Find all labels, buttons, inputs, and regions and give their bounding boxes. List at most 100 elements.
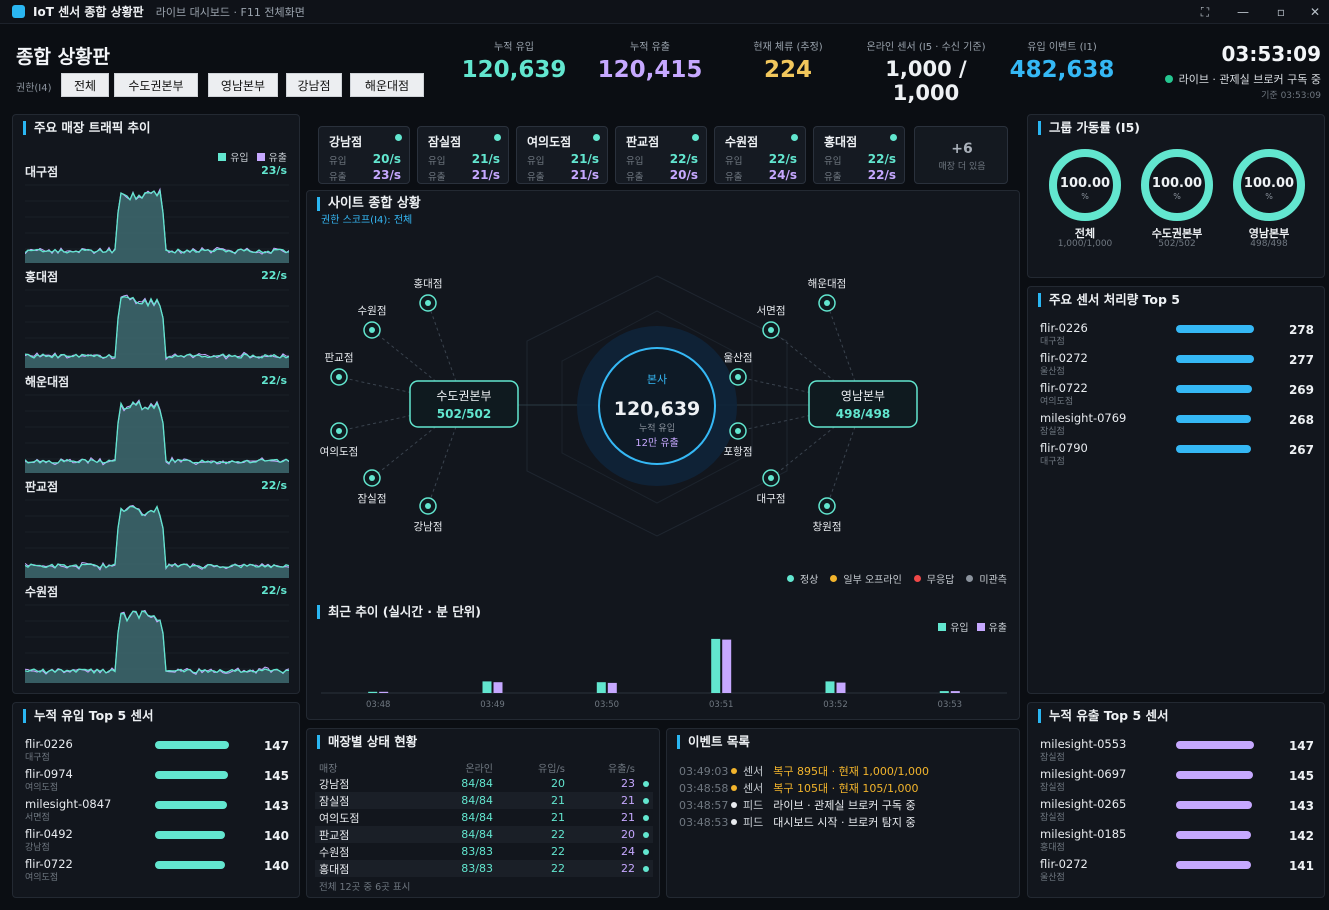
store-node-label: 서면점 [757, 305, 786, 317]
dashboard-header: 종합 상황판 권한(I4) 전체 수도권본부 영남본부 강남점 해운대점 누적 … [0, 24, 1329, 108]
store-card[interactable]: 홍대점 유입 22/s 유출 22/s [813, 126, 905, 184]
gauge-label: 전체 [1074, 227, 1096, 240]
gauge-sub: 502/502 [1158, 239, 1196, 249]
store-node-core [824, 300, 830, 306]
table-row[interactable]: 여의도점 84/84 21 21 [315, 809, 653, 826]
status-dot-icon [395, 134, 402, 141]
event-row[interactable]: 03:48:58 센서 복구 105대 · 현재 105/1,000 [679, 780, 919, 796]
region-capital-value: 502/502 [437, 407, 491, 421]
sensor-value: 140 [263, 829, 289, 843]
scope-button-haeundae[interactable]: 해운대점 [350, 73, 424, 97]
store-node-core [735, 374, 741, 380]
panel-title: 누적 유출 Top 5 센서 [1038, 709, 1169, 723]
legend-in-label: 유입 [950, 623, 969, 634]
scope-button-gangnam[interactable]: 강남점 [286, 73, 342, 97]
gauge-label: 수도권본부 [1151, 227, 1203, 240]
table-row[interactable]: 잠실점 84/84 21 21 [315, 792, 653, 809]
store-card[interactable]: 강남점 유입 20/s 유출 23/s [318, 126, 410, 184]
store-node-label: 여의도점 [320, 446, 359, 458]
maximize-icon[interactable]: ▫ [1276, 5, 1286, 19]
store-status-footer: 전체 12곳 중 6곳 표시 [319, 882, 411, 893]
table-cell: 홍대점 [315, 860, 435, 877]
sensor-value: 147 [1288, 739, 1314, 753]
sensor-bar [155, 741, 229, 749]
sensor-bar [1176, 741, 1254, 749]
gauge-unit: % [1265, 192, 1273, 201]
store-node-core [336, 374, 342, 380]
table-row[interactable]: 수원점 83/83 22 24 [315, 843, 653, 860]
more-stores-card[interactable]: +6 매장 더 있음 [914, 126, 1008, 184]
uptime-gauge: 100.00% [1141, 149, 1213, 221]
store-node-core [824, 503, 830, 509]
store-node-label: 수원점 [358, 305, 387, 317]
event-dot-icon [731, 768, 737, 774]
store-card[interactable]: 잠실점 유입 21/s 유출 21/s [417, 126, 509, 184]
event-kind: 피드 [743, 799, 764, 812]
status-dot-icon [593, 134, 600, 141]
sensor-name: milesight-0847 [25, 797, 112, 811]
store-card-in-label: 유입 [725, 156, 743, 167]
scope-button-capital[interactable]: 수도권본부 [114, 73, 198, 97]
scope-button-all[interactable]: 전체 [61, 73, 109, 97]
event-text: 복구 105대 · 현재 105/1,000 [773, 782, 919, 795]
sensor-name: milesight-0185 [1040, 827, 1127, 841]
store-card-in-value: 22/s [669, 152, 698, 166]
table-header-row: 매장 온라인 유입/s 유출/s [315, 759, 653, 775]
close-icon[interactable]: ✕ [1309, 5, 1321, 19]
table-cell: 여의도점 [319, 811, 360, 825]
store-node-label: 강남점 [414, 521, 443, 533]
event-row[interactable]: 03:49:03 센서 복구 895대 · 현재 1,000/1,000 [679, 763, 929, 779]
sparkline-store-name: 해운대점 [25, 375, 70, 389]
region-yeongnam-value: 498/498 [836, 407, 890, 421]
fullscreen-icon[interactable]: ⛶ [1200, 4, 1210, 19]
status-dot-icon [692, 134, 699, 141]
scope-button-yeongnam[interactable]: 영남본부 [208, 73, 278, 97]
table-row[interactable]: 강남점 84/84 20 23 [315, 775, 653, 792]
panel-title: 사이트 종합 상황 [317, 197, 421, 211]
sensor-store: 대구점 [1040, 457, 1065, 467]
table-cell: 21 [621, 811, 635, 824]
sensor-store: 잠실점 [1040, 753, 1065, 763]
top-out-panel: 누적 유출 Top 5 센서 milesight-0553 잠실점 147 miles… [1027, 702, 1325, 898]
status-dot-icon [643, 781, 649, 787]
legend-in-swatch [938, 622, 947, 631]
legend-out-swatch [976, 622, 985, 631]
kpi-value: 120,415 [597, 57, 703, 83]
x-tick-label: 03:50 [595, 700, 620, 710]
store-card[interactable]: 판교점 유입 22/s 유출 20/s [615, 126, 707, 184]
store-card-in-value: 20/s [372, 152, 401, 166]
sparkline-area [25, 296, 289, 368]
minimize-icon[interactable]: — [1237, 5, 1249, 19]
gauge-fill [1049, 149, 1121, 221]
legend-out-swatch [256, 152, 265, 161]
store-node-label: 잠실점 [358, 493, 387, 505]
hex-inner [561, 310, 753, 504]
sensor-bar [1176, 445, 1251, 453]
kpi-label: 현재 체류 (추정) [753, 42, 823, 53]
table-cell: 20 [551, 777, 565, 790]
bar-in [939, 691, 949, 693]
table-row[interactable]: 판교점 84/84 22 20 [315, 826, 653, 843]
store-node-core [768, 475, 774, 481]
store-card[interactable]: 여의도점 유입 21/s 유출 21/s [516, 126, 608, 184]
basis-time: 기준 03:53:09 [1261, 91, 1321, 101]
sensor-name: flir-0226 [25, 737, 73, 751]
event-row[interactable]: 03:48:57 피드 라이브 · 관제실 브로커 구독 중 [679, 797, 916, 813]
window-subtitle: 라이브 대시보드 · F11 전체화면 [155, 5, 305, 19]
bar-out [836, 682, 846, 693]
event-row[interactable]: 03:48:53 피드 대시보드 시작 · 브로커 탐지 중 [679, 814, 916, 830]
sensor-bar [1176, 771, 1253, 779]
col-in: 유입/s [538, 763, 565, 775]
store-node-label: 포항점 [724, 446, 753, 458]
event-dot-icon [731, 785, 737, 791]
table-row[interactable]: 홍대점 83/83 22 22 [315, 860, 653, 877]
store-card[interactable]: 수원점 유입 22/s 유출 24/s [714, 126, 806, 184]
sparkline-in-line [25, 504, 289, 570]
sensor-name: milesight-0769 [1040, 411, 1127, 425]
traffic-panel: 주요 매장 트래픽 추이 유입 유출 대구점 23/s 홍대점 22/s 해운대점 22/… [12, 114, 300, 694]
event-time: 03:48:57 [679, 798, 729, 812]
panel-title: 이벤트 목록 [677, 735, 750, 749]
kpi-in-events: 유입 이벤트 (I1) 482,638 [1002, 38, 1122, 83]
events-panel: 이벤트 목록 03:49:03 센서 복구 895대 · 현재 1,000/1,00… [666, 728, 1020, 898]
sensor-name: flir-0722 [25, 857, 73, 871]
